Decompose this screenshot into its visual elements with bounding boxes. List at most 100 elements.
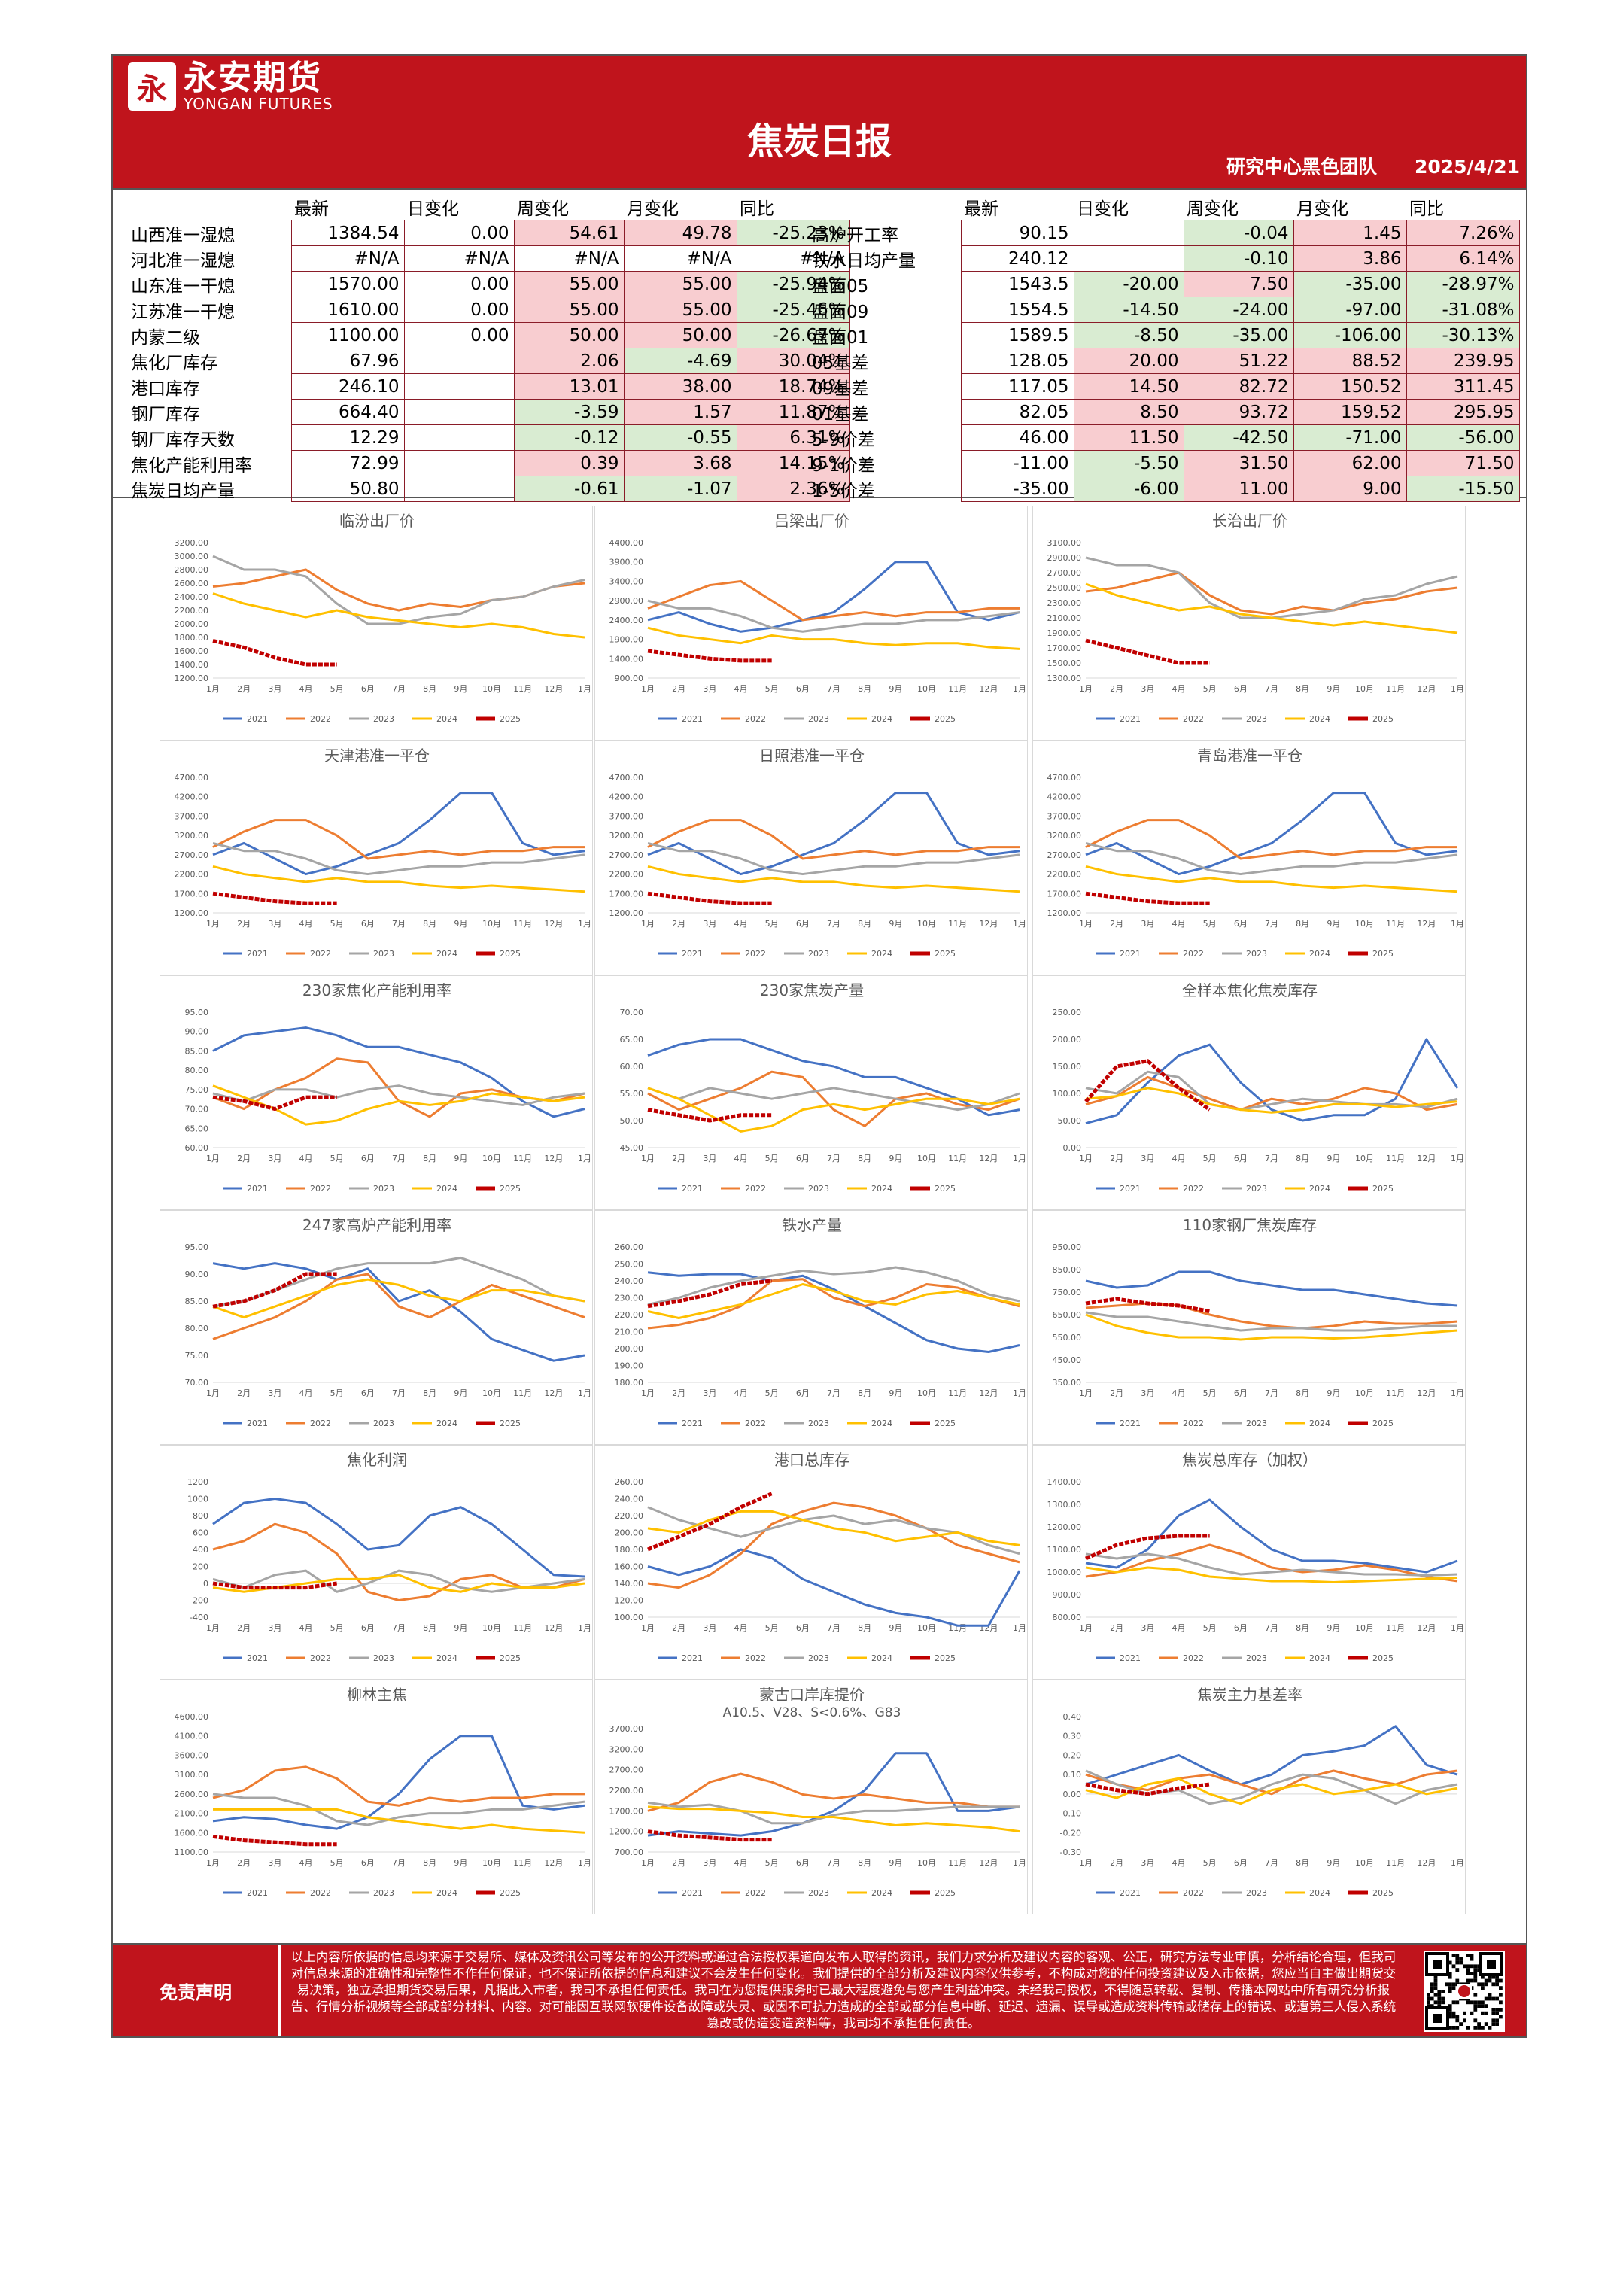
x-tick-label: 12月 <box>1417 684 1436 694</box>
y-tick-label: 1200.00 <box>175 908 209 918</box>
legend-label: 2022 <box>310 1888 331 1898</box>
line-chart: 港口总库存 100.00 120.00 140.00 160.00 180.00 200.0… <box>615 1451 1027 1663</box>
legend-label: 2025 <box>500 1184 521 1194</box>
x-tick-label: 3月 <box>703 684 716 694</box>
series-line-2022 <box>647 1501 1020 1589</box>
y-tick-label: 350.00 <box>1053 1378 1082 1388</box>
y-tick-label: 1000.00 <box>1047 1568 1082 1577</box>
series-line-2024 <box>1085 1777 1458 1805</box>
x-tick-label: 8月 <box>858 1623 871 1633</box>
legend-label: 2021 <box>682 714 703 724</box>
y-tick-label: 50.00 <box>620 1116 644 1126</box>
x-tick-label: 10月 <box>1355 1623 1374 1633</box>
line-chart: 焦化利润 -400 -200 0 200 400 600 800 1000 1200 1月 2月 3月 4… <box>187 1451 591 1663</box>
series-line-2021 <box>1085 1725 1458 1786</box>
table-cell <box>1073 245 1184 272</box>
y-tick-label: -0.10 <box>1060 1809 1081 1819</box>
legend-label: 2023 <box>808 714 829 724</box>
x-tick-label: 11月 <box>513 919 532 929</box>
column-header: 日变化 <box>407 199 459 219</box>
price-inventory-table: 最新 日变化 周变化 月变化 同比 山西准一湿熄 1384.54 0.00 54.61 49.78… <box>131 194 850 502</box>
x-tick-label: 5月 <box>1203 919 1217 929</box>
legend-label: 2025 <box>1372 1419 1394 1428</box>
chart-title: 蒙古口岸库提价 <box>759 1686 865 1704</box>
chart-panel: 焦化利润 -400 -200 0 200 400 600 800 1000 1200 1月 2月 3月 4… <box>160 1445 593 1680</box>
x-tick-label: 1月 <box>578 1154 591 1163</box>
series-line-2023 <box>1085 841 1458 876</box>
legend-label: 2021 <box>1120 1184 1141 1194</box>
legend-label: 2021 <box>247 949 268 959</box>
y-tick-label: 160.00 <box>615 1562 644 1572</box>
table-cell: 0.00 <box>403 220 515 246</box>
legend-label: 2023 <box>1246 1419 1267 1428</box>
y-tick-label: 4700.00 <box>609 773 644 783</box>
x-tick-label: 8月 <box>858 919 871 929</box>
y-tick-label: 600 <box>193 1528 208 1538</box>
x-tick-label: 3月 <box>268 1623 281 1633</box>
table-cell: -15.50 <box>1406 476 1520 502</box>
legend-label: 2024 <box>1309 714 1330 724</box>
legend-label: 2024 <box>436 714 457 724</box>
y-tick-label: 2800.00 <box>175 565 209 575</box>
x-tick-label: 10月 <box>482 1858 501 1868</box>
x-tick-label: 7月 <box>1265 1388 1278 1398</box>
table-cell: 55.00 <box>513 271 625 297</box>
legend-label: 2023 <box>373 1888 394 1898</box>
table-cell: -35.00 <box>1183 322 1294 348</box>
series-line-2025 <box>1085 1297 1211 1313</box>
line-chart: 柳林主焦 1100.00 1600.00 2100.00 2600.00 3100.00 3… <box>175 1686 592 1898</box>
table-cell: #N/A <box>290 245 405 272</box>
x-tick-label: 2月 <box>672 919 685 929</box>
series-line-2021 <box>212 1026 585 1118</box>
row-label: 河北准一湿熄 <box>131 251 235 271</box>
table-row: 盘面01 1589.5 -8.50 -35.00 -106.00 -30.13% <box>812 322 1520 348</box>
legend-label: 2021 <box>247 1419 268 1428</box>
y-tick-label: 3000.00 <box>175 552 209 561</box>
table-row: 05基差 128.05 20.00 51.22 88.52 239.95 <box>812 348 1520 374</box>
x-tick-label: 1月 <box>578 1388 591 1398</box>
legend-label: 2025 <box>935 1419 956 1428</box>
chart-subtitle: A10.5、V28、S<0.6%、G83 <box>723 1705 901 1720</box>
x-tick-label: 6月 <box>1234 919 1248 929</box>
table-cell: 7.26% <box>1406 220 1520 246</box>
x-tick-label: 5月 <box>1203 1858 1217 1868</box>
x-tick-label: 9月 <box>1327 1623 1340 1633</box>
x-tick-label: 1月 <box>1013 1623 1026 1633</box>
series-line-2023 <box>1085 1552 1458 1577</box>
x-tick-label: 3月 <box>268 684 281 694</box>
x-tick-label: 7月 <box>392 919 406 929</box>
x-tick-label: 12月 <box>1417 1154 1436 1163</box>
chart-title: 110家钢厂焦炭库存 <box>1183 1216 1317 1234</box>
table-row: 山西准一湿熄 1384.54 0.00 54.61 49.78 -25.23% <box>131 220 850 246</box>
x-tick-label: 3月 <box>1141 1623 1154 1633</box>
series-line-2025 <box>212 639 337 667</box>
legend-label: 2022 <box>310 714 331 724</box>
y-tick-label: 85.00 <box>185 1046 209 1056</box>
y-tick-label: 0.00 <box>1063 1790 1082 1799</box>
y-tick-label: 260.00 <box>615 1477 644 1487</box>
x-tick-label: 5月 <box>765 1388 779 1398</box>
table-cell: 93.72 <box>1183 399 1294 425</box>
x-tick-label: 6月 <box>796 1154 810 1163</box>
x-tick-label: 11月 <box>948 1154 967 1163</box>
y-tick-label: 900.00 <box>1053 1590 1082 1600</box>
x-tick-label: 9月 <box>1327 684 1340 694</box>
y-tick-label: 1700.00 <box>1047 889 1082 899</box>
chart-panel: 青岛港准一平仓 1200.00 1700.00 2200.00 2700.00 3200.… <box>1032 740 1466 975</box>
x-tick-label: 1月 <box>641 684 655 694</box>
x-tick-label: 1月 <box>1079 684 1093 694</box>
series-line-2021 <box>647 792 1020 876</box>
y-tick-label: 2600.00 <box>175 1790 209 1799</box>
y-tick-label: 1700.00 <box>609 889 644 899</box>
y-tick-label: 1800.00 <box>175 633 209 643</box>
x-tick-label: 4月 <box>299 684 313 694</box>
legend-label: 2021 <box>682 1653 703 1663</box>
row-label: 09基差 <box>812 379 869 399</box>
y-tick-label: 1200.00 <box>609 908 644 918</box>
x-tick-label: 4月 <box>1172 1154 1186 1163</box>
x-tick-label: 3月 <box>1141 1154 1154 1163</box>
x-tick-label: 7月 <box>392 684 406 694</box>
x-tick-label: 4月 <box>299 919 313 929</box>
chart-grid: 临汾出厂价 1200.00 1400.00 1600.00 1800.00 2000.00… <box>111 498 1527 1943</box>
x-tick-label: 1月 <box>1013 1858 1026 1868</box>
